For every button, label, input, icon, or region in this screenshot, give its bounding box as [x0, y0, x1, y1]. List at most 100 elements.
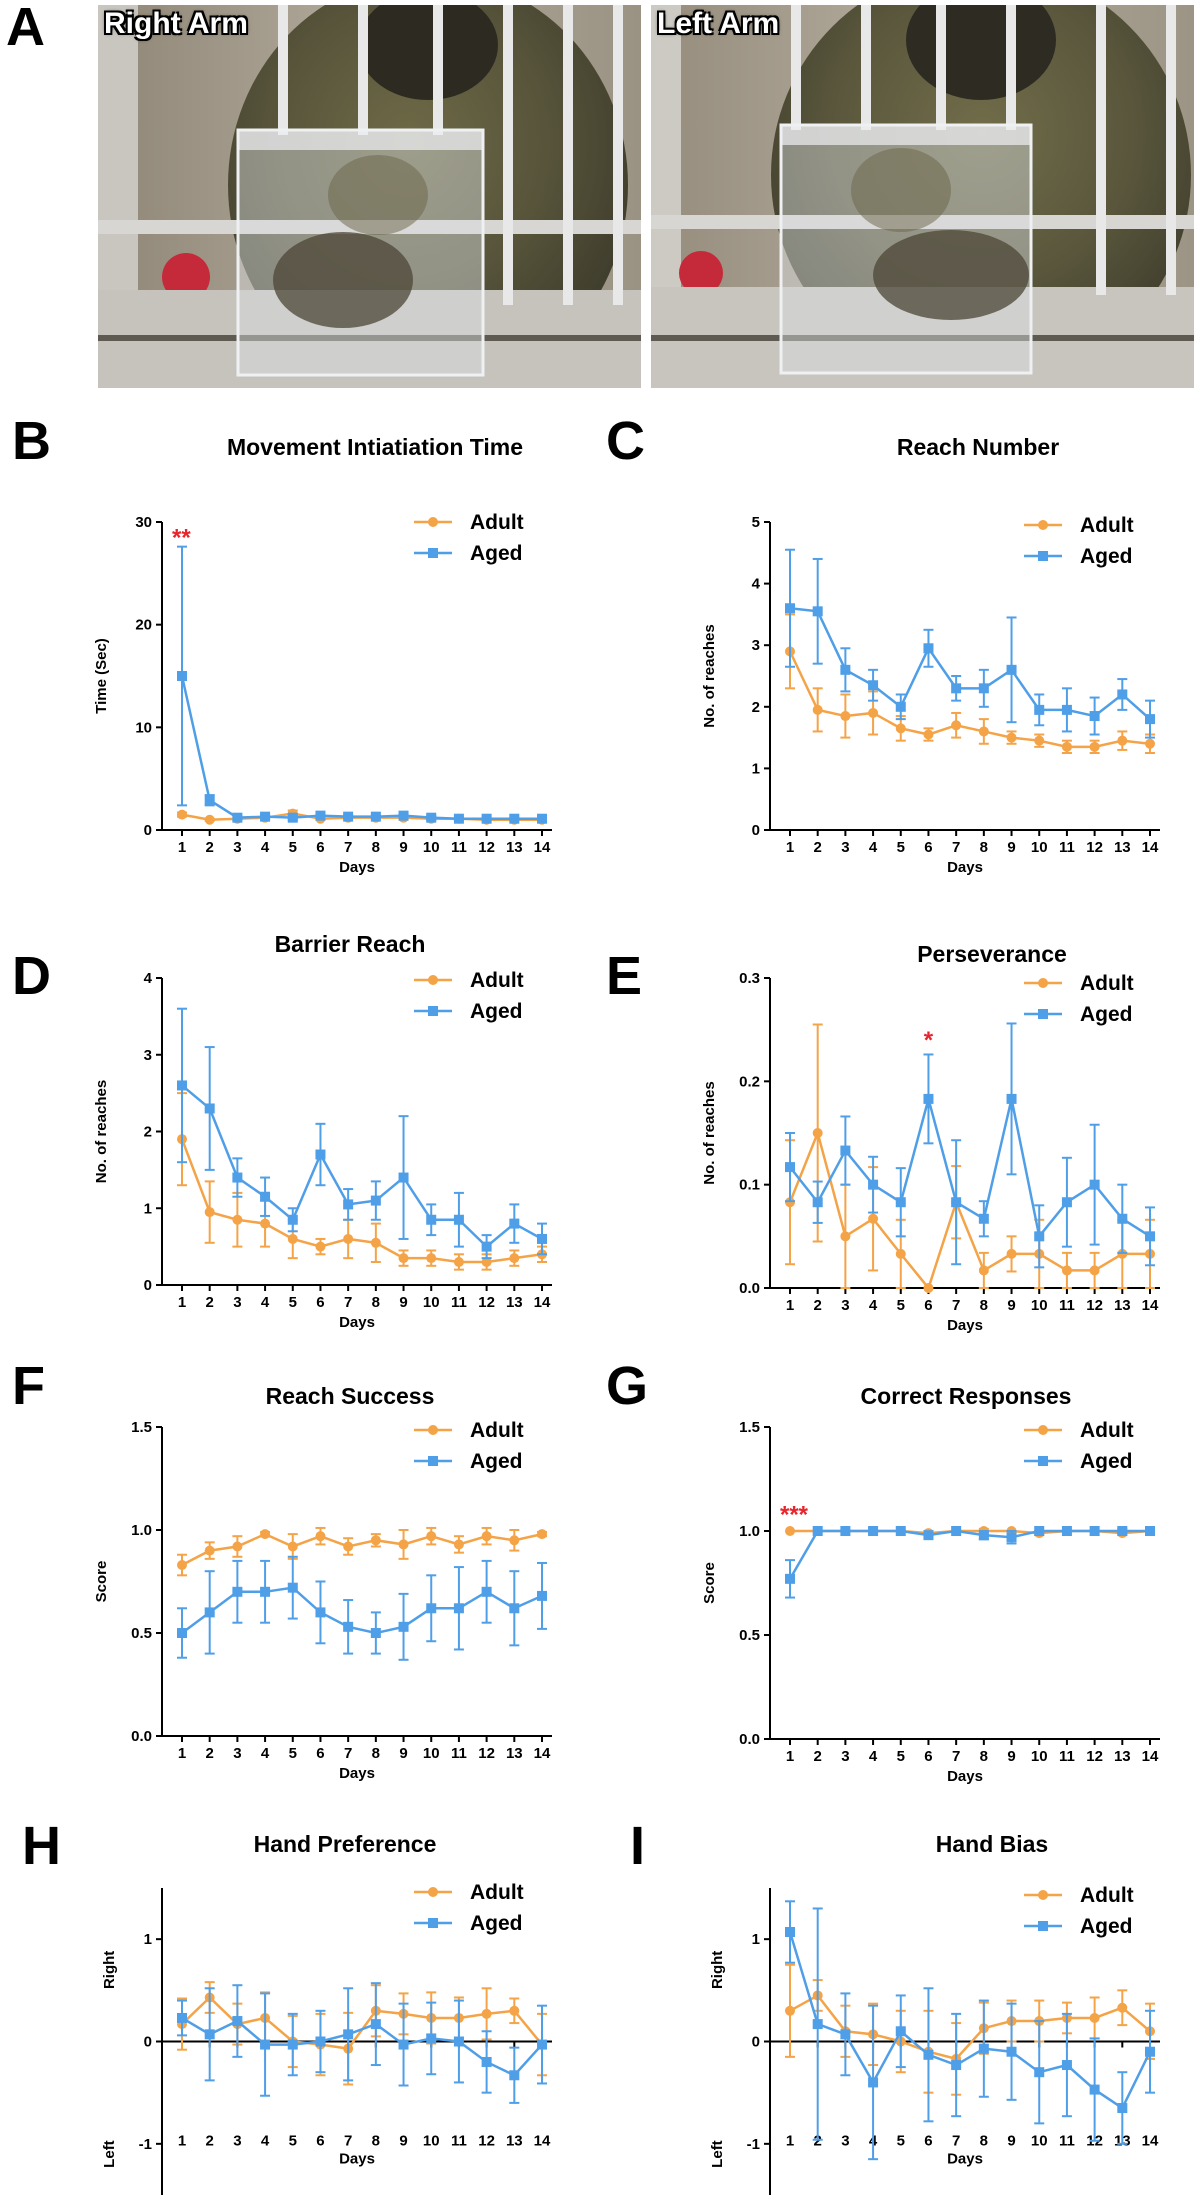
data-point	[232, 1541, 243, 1552]
data-point	[287, 812, 298, 823]
y-tick-label-b: 30	[135, 514, 152, 531]
x-tick-label-d: 6	[316, 1294, 324, 1311]
data-point	[1034, 1526, 1045, 1536]
y-tick-label-c: 5	[752, 514, 760, 531]
legend-label: Adult	[470, 511, 524, 534]
panel-letter-e: E	[606, 946, 643, 1006]
data-point	[978, 683, 989, 694]
photo-right-arm: Right Arm	[98, 5, 641, 388]
y-tick-label-f: 0.0	[131, 1728, 152, 1745]
data-point	[1089, 2084, 1100, 2095]
x-tick-label-d: 3	[233, 1294, 241, 1311]
x-tick-label-d: 11	[451, 1294, 467, 1311]
legend-marker	[428, 548, 438, 558]
data-point	[1006, 2046, 1017, 2057]
x-axis-label-b: Days	[339, 859, 375, 876]
x-tick-label-b: 7	[344, 839, 352, 856]
data-point	[260, 1191, 271, 1202]
data-point	[343, 1199, 354, 1210]
x-tick-label-d: 4	[261, 1294, 270, 1311]
x-tick-label-b: 12	[478, 839, 495, 856]
data-point	[1006, 1532, 1017, 1543]
series-aged-h	[177, 1982, 547, 2104]
data-point	[840, 1145, 851, 1156]
data-point	[260, 1586, 271, 1597]
x-tick-label-h: 12	[478, 2133, 495, 2150]
x-tick-label-f: 12	[478, 1745, 495, 1762]
data-point	[951, 2060, 962, 2071]
data-point	[868, 1213, 879, 1224]
x-tick-label-c: 14	[1142, 839, 1159, 856]
data-point	[453, 1256, 464, 1267]
series-line	[789, 1094, 1151, 1240]
data-point	[315, 810, 326, 821]
data-point	[951, 1197, 962, 1208]
data-point	[343, 1621, 354, 1632]
x-tick-label-f: 5	[289, 1745, 297, 1762]
x-tick-label-c: 2	[814, 839, 822, 856]
data-point	[1117, 1213, 1128, 1224]
legend-marker	[428, 1456, 438, 1466]
data-point	[481, 2008, 492, 2019]
data-point	[315, 1607, 326, 1618]
x-tick-label-c: 8	[980, 839, 988, 856]
y-axis-label-left-i: Left	[709, 2140, 726, 2168]
x-tick-label-e: 1	[786, 1297, 794, 1314]
legend-marker	[1038, 1009, 1048, 1019]
data-point	[1117, 735, 1128, 746]
x-tick-label-c: 5	[897, 839, 905, 856]
x-tick-label-h: 11	[451, 2133, 467, 2150]
data-point	[453, 1214, 464, 1225]
x-tick-label-f: 14	[534, 1745, 551, 1762]
data-point	[204, 1207, 215, 1218]
y-axis-label-g: Score	[701, 1562, 718, 1604]
series-aged-e	[785, 1022, 1155, 1269]
x-tick-label-i: 6	[924, 2133, 932, 2150]
chart-title-g: Correct Responses	[861, 1383, 1072, 1409]
data-point	[509, 1535, 520, 1546]
data-point	[509, 2070, 520, 2081]
chart-i: Hand Bias-1011234567891011121314DaysRigh…	[709, 1831, 1160, 2195]
data-point	[509, 1253, 520, 1264]
data-point	[537, 2039, 547, 2050]
chart-title-d: Barrier Reach	[275, 931, 426, 957]
series-adult-c	[785, 613, 1155, 754]
data-point	[1117, 1526, 1128, 1536]
data-point	[426, 812, 437, 823]
x-tick-label-b: 14	[534, 839, 551, 856]
x-tick-label-f: 3	[233, 1745, 241, 1762]
data-point	[812, 1128, 823, 1138]
data-point	[537, 1590, 547, 1601]
data-point	[978, 1265, 989, 1276]
data-point	[287, 1233, 298, 1244]
x-tick-label-i: 2	[814, 2133, 822, 2150]
x-tick-label-d: 10	[423, 1294, 440, 1311]
data-point	[785, 1927, 795, 1938]
significance-mark: ***	[780, 1501, 809, 1528]
y-tick-label-i: -1	[747, 2136, 760, 2153]
data-point	[481, 1256, 492, 1267]
x-tick-label-d: 13	[506, 1294, 523, 1311]
data-point	[840, 1526, 851, 1536]
data-point	[895, 1248, 906, 1259]
x-tick-label-i: 11	[1059, 2133, 1075, 2150]
legend-marker	[1038, 1456, 1048, 1466]
data-point	[868, 1526, 879, 1536]
data-point	[840, 711, 851, 722]
legend-label: Aged	[470, 542, 523, 565]
x-axis-label-h: Days	[339, 2151, 375, 2168]
legend-label: Aged	[470, 1912, 523, 1935]
x-tick-label-g: 5	[897, 1748, 905, 1765]
x-tick-label-g: 3	[841, 1748, 849, 1765]
data-point	[812, 1526, 823, 1536]
data-point	[1061, 741, 1072, 752]
y-tick-label-g: 0.0	[739, 1731, 760, 1748]
y-tick-label-c: 3	[752, 637, 760, 654]
data-point	[1006, 664, 1017, 675]
legend-label: Adult	[1080, 1419, 1134, 1442]
series-line	[789, 606, 1151, 721]
data-point	[260, 1218, 271, 1229]
x-tick-label-c: 1	[786, 839, 794, 856]
x-tick-label-e: 2	[814, 1297, 822, 1314]
